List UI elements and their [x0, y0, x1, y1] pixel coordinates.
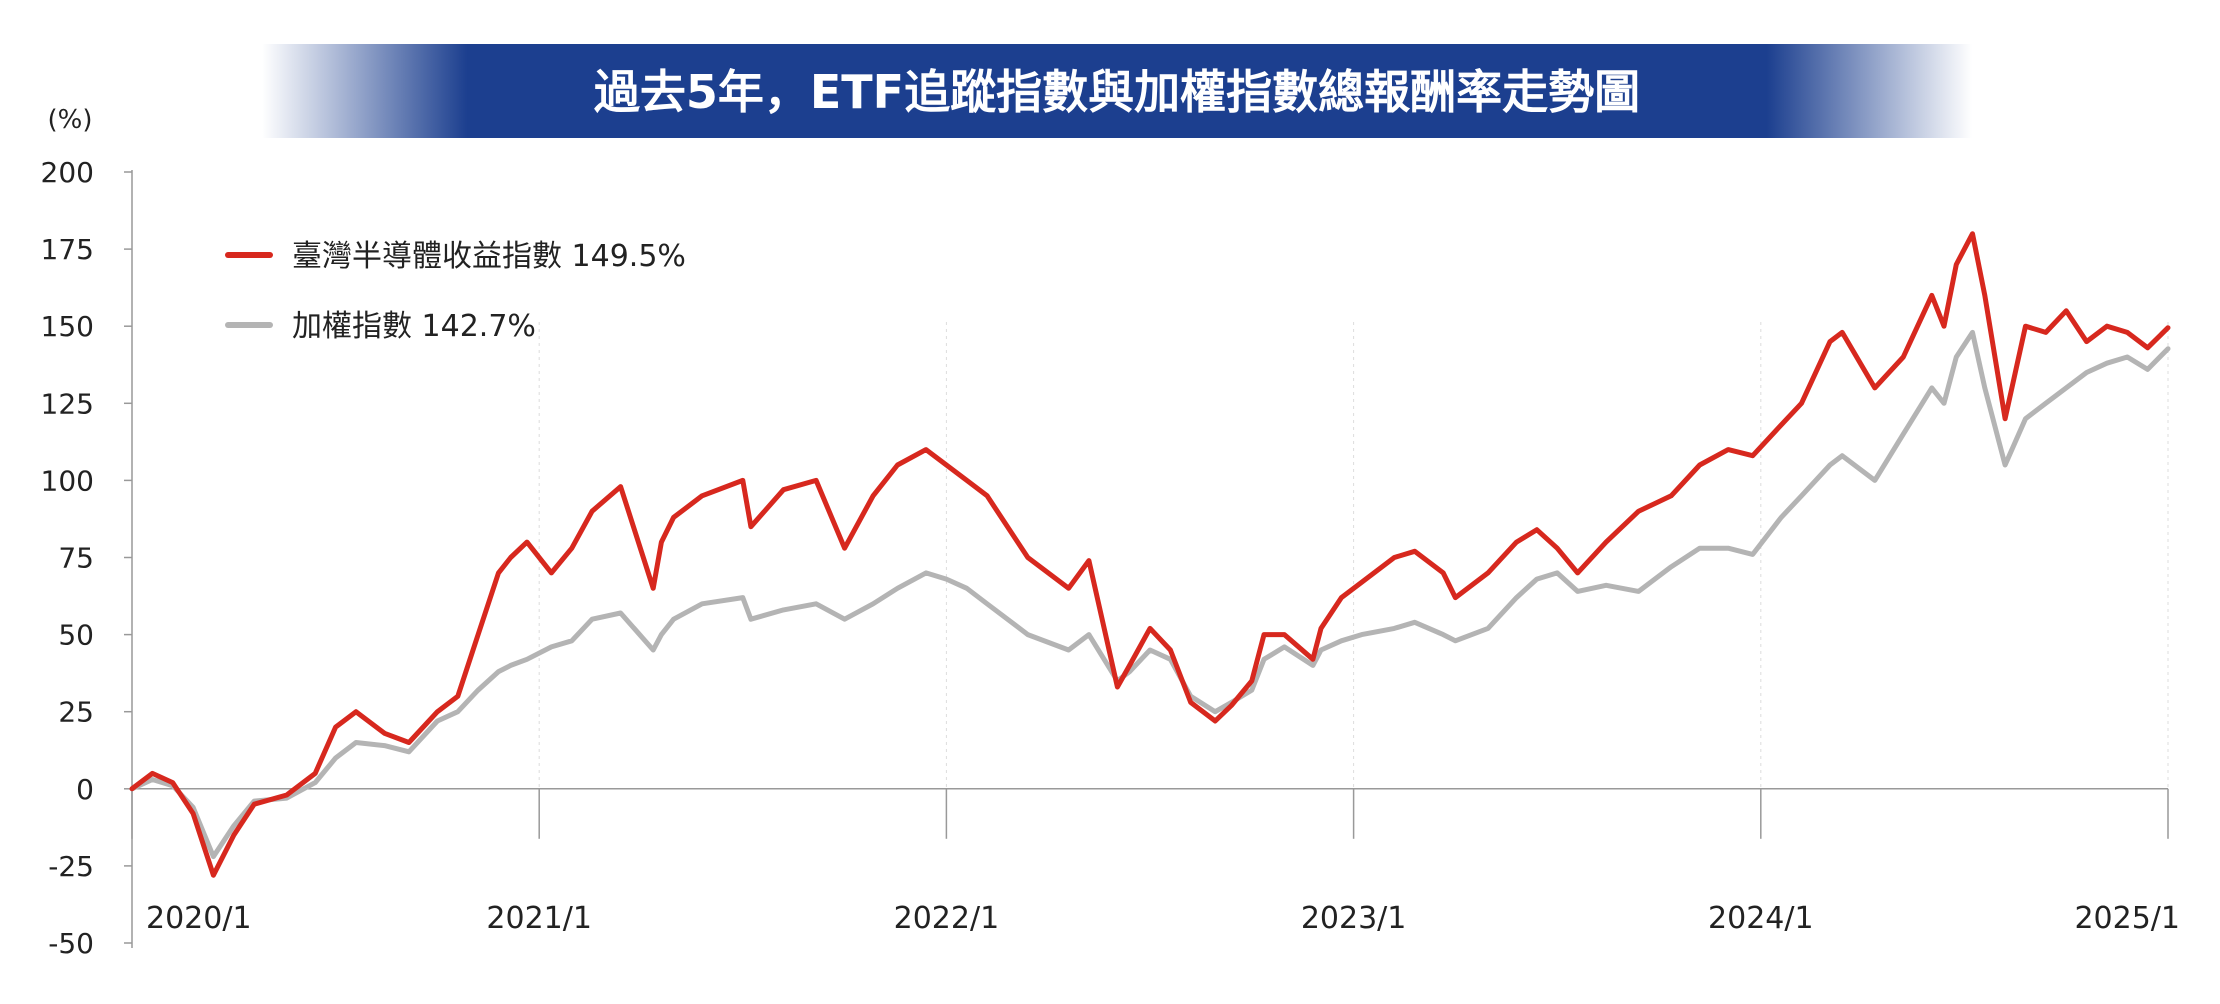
y-tick-label: 100: [41, 464, 94, 497]
series-line-1: [129, 231, 2171, 878]
y-tick-label: 0: [76, 773, 94, 806]
legend-label: 臺灣半導體收益指數 149.5%: [292, 239, 686, 274]
x-tick-label: 2020/1: [146, 901, 252, 936]
y-tick-label: -25: [48, 850, 94, 883]
y-tick-label: 200: [41, 156, 94, 189]
series-lines: [129, 231, 2171, 878]
y-tick-label: 25: [58, 696, 94, 729]
x-tick-label: 2021/1: [486, 901, 592, 936]
legend-label: 加權指數 142.7%: [292, 309, 536, 344]
x-tick-label: 2022/1: [894, 901, 1000, 936]
x-tick-label: 2025/1: [2074, 901, 2180, 936]
y-tick-label: 175: [41, 233, 94, 266]
title-band: [262, 44, 1972, 138]
y-tick-label: 150: [41, 310, 94, 343]
y-axis-unit-label: (%): [48, 105, 93, 135]
y-tick-label: 75: [58, 542, 94, 575]
series-line-2: [129, 329, 2171, 860]
chart-title: 過去5年，ETF追蹤指數與加權指數總報酬率走勢圖: [594, 65, 1640, 119]
y-tick-label: -50: [48, 927, 94, 960]
x-tick-label: 2024/1: [1708, 901, 1814, 936]
axes: -50 -25 0 25 50 75 100 125 150 175 200 2020/1 2021/1…: [41, 156, 2180, 960]
x-tick-label: 2023/1: [1301, 901, 1407, 936]
y-tick-label: 50: [58, 619, 94, 652]
gridlines: [538, 322, 2169, 789]
legend: 臺灣半導體收益指數 149.5% 加權指數 142.7%: [225, 239, 686, 344]
y-tick-label: 125: [41, 387, 94, 420]
